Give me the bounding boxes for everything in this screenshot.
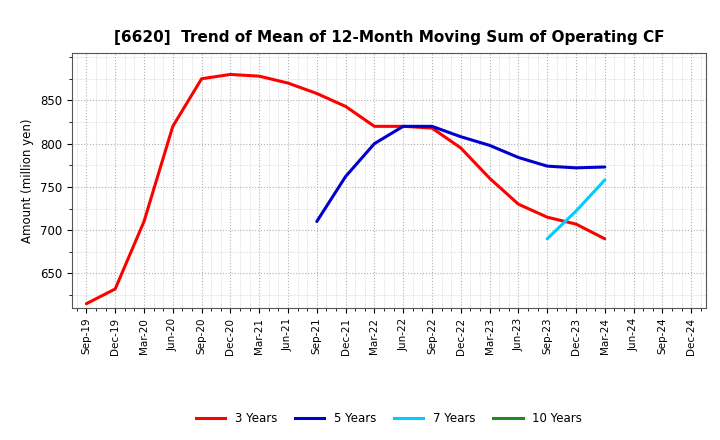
3 Years	[572, 221, 580, 227]
5 Years	[514, 155, 523, 160]
3 Years	[399, 124, 408, 129]
Y-axis label: Amount (million yen): Amount (million yen)	[22, 118, 35, 242]
3 Years	[312, 91, 321, 96]
5 Years	[399, 124, 408, 129]
3 Years	[600, 236, 609, 242]
5 Years	[341, 174, 350, 179]
3 Years	[82, 301, 91, 306]
5 Years	[600, 165, 609, 170]
3 Years	[341, 104, 350, 109]
3 Years	[197, 76, 206, 81]
3 Years	[255, 73, 264, 79]
Line: 5 Years: 5 Years	[317, 126, 605, 221]
3 Years	[370, 124, 379, 129]
3 Years	[226, 72, 235, 77]
Title: [6620]  Trend of Mean of 12-Month Moving Sum of Operating CF: [6620] Trend of Mean of 12-Month Moving …	[114, 29, 664, 45]
5 Years	[370, 141, 379, 146]
5 Years	[456, 134, 465, 139]
7 Years	[600, 177, 609, 183]
3 Years	[456, 145, 465, 150]
3 Years	[543, 215, 552, 220]
3 Years	[168, 124, 177, 129]
3 Years	[485, 176, 494, 181]
5 Years	[543, 164, 552, 169]
Legend: 3 Years, 5 Years, 7 Years, 10 Years: 3 Years, 5 Years, 7 Years, 10 Years	[191, 407, 587, 430]
7 Years	[543, 236, 552, 242]
3 Years	[284, 81, 292, 86]
5 Years	[572, 165, 580, 170]
Line: 7 Years: 7 Years	[547, 180, 605, 239]
5 Years	[485, 143, 494, 148]
3 Years	[514, 202, 523, 207]
5 Years	[312, 219, 321, 224]
7 Years	[572, 209, 580, 214]
5 Years	[428, 124, 436, 129]
Line: 3 Years: 3 Years	[86, 74, 605, 304]
3 Years	[111, 286, 120, 292]
3 Years	[428, 125, 436, 131]
3 Years	[140, 219, 148, 224]
